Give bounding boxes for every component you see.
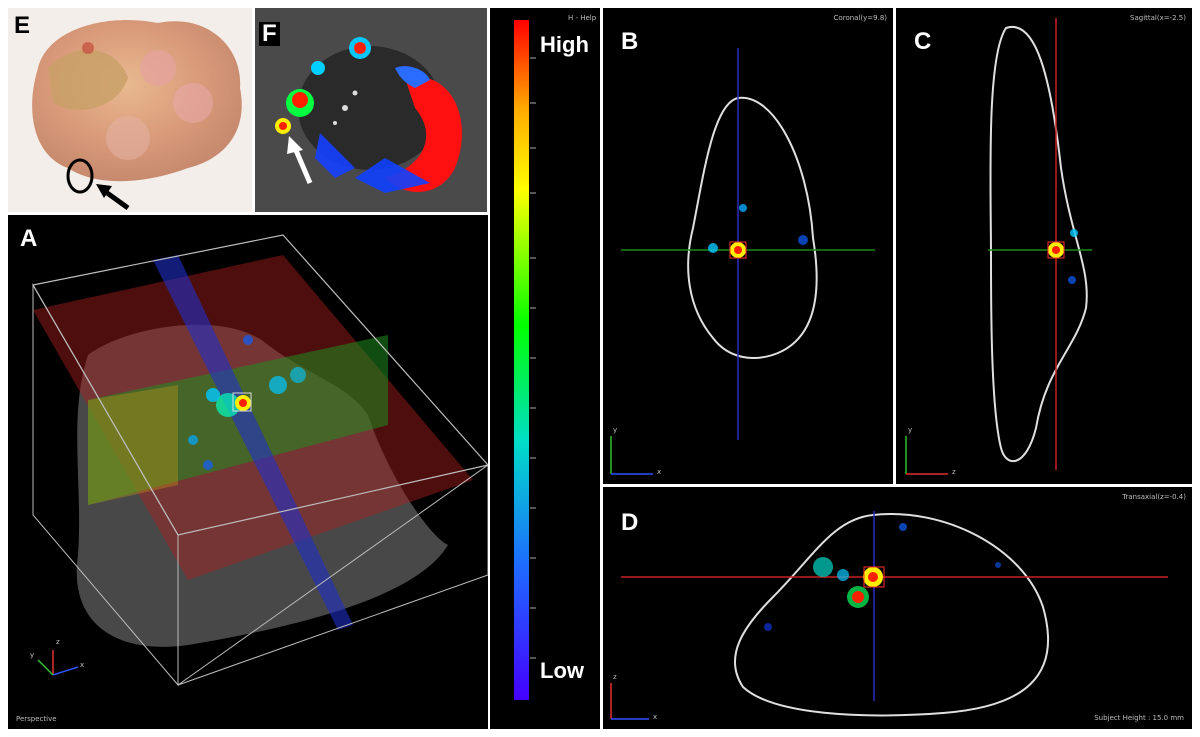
axis-label-y-b: y bbox=[613, 426, 618, 434]
axis-label-z: z bbox=[56, 638, 60, 646]
axis-label-z-d: z bbox=[613, 673, 617, 681]
axis-label-y: y bbox=[30, 651, 35, 659]
sagittal-panel-c: y z Sagittal(x=-2.5) C bbox=[896, 8, 1192, 484]
colorbar-low-label: Low bbox=[540, 658, 584, 683]
pointer-arrow-f bbox=[292, 147, 313, 184]
slice-title-c: Sagittal(x=-2.5) bbox=[1130, 14, 1186, 22]
panel-label-a: A bbox=[20, 225, 38, 252]
perspective-panel-a: z x y Perspective A bbox=[8, 215, 488, 729]
slice-title-d: Transaxial(z=-0.4) bbox=[1122, 493, 1186, 501]
photo-panel-e: E bbox=[8, 8, 252, 212]
transaxial-panel-d: z x Transaxial(z=-0.4) Subject Height : … bbox=[603, 487, 1192, 729]
axis-label-z-c: z bbox=[952, 468, 956, 476]
transaxial-slice bbox=[610, 511, 1168, 720]
panel-label-b: B bbox=[621, 28, 639, 55]
axis-label-x-d: x bbox=[653, 713, 658, 721]
3d-perspective-render bbox=[32, 234, 488, 687]
slice-title-b: Coronal(y=9.8) bbox=[833, 14, 887, 22]
bioluminescence-image bbox=[255, 8, 487, 212]
axis-label-x-b: x bbox=[657, 468, 662, 476]
axis-label-y-c: y bbox=[908, 426, 913, 434]
panel-label-c: C bbox=[914, 28, 932, 55]
coronal-panel-b: y x Coronal(y=9.8) B bbox=[603, 8, 893, 484]
bioluminescence-panel-f: F bbox=[255, 8, 487, 212]
panel-label-e: E bbox=[14, 12, 31, 39]
view-mode-label: Perspective bbox=[16, 715, 57, 723]
colorbar-high-label: High bbox=[540, 32, 589, 57]
colorbar-panel: H - Help High Low bbox=[490, 8, 600, 729]
sagittal-slice bbox=[905, 18, 1092, 475]
panel-label-f: F bbox=[259, 22, 280, 46]
coronal-slice bbox=[610, 48, 875, 475]
organ-photo bbox=[32, 20, 242, 211]
subject-height-readout: Subject Height : 15.0 mm bbox=[1094, 714, 1184, 722]
highlight-circle bbox=[66, 158, 94, 194]
help-hint: H - Help bbox=[568, 14, 597, 22]
colorbar-gradient bbox=[514, 20, 529, 700]
panel-label-d: D bbox=[621, 509, 639, 536]
axis-label-x: x bbox=[80, 661, 85, 669]
colorbar-ticks bbox=[530, 57, 536, 659]
